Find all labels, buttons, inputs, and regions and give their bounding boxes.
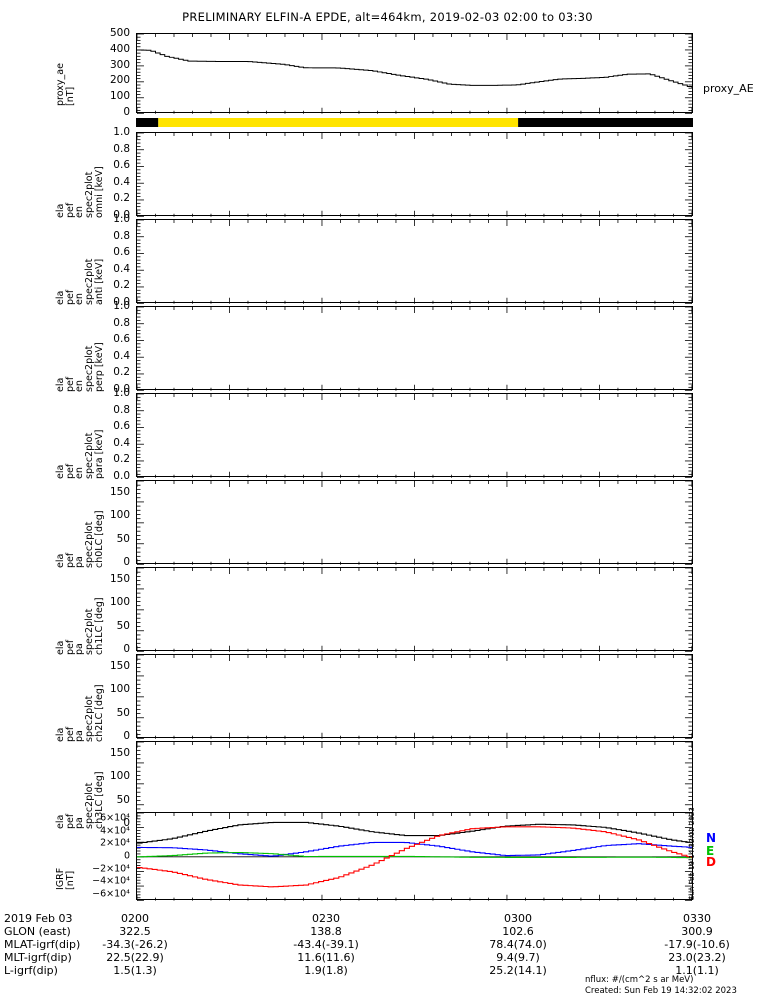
panel-epde-pa-ch2lc xyxy=(136,654,693,739)
footer-row-mlat: MLAT-igrf(dip) -34.3(-26.2) -43.4(-39.1)… xyxy=(4,938,772,951)
panel-epde-omni xyxy=(136,132,693,217)
panel-proxy-ae xyxy=(136,33,693,114)
footer-mlt-3: 23.0(23.2) xyxy=(668,951,726,964)
data-coverage-bar xyxy=(136,117,693,128)
footer-mlt-2: 9.4(9.7) xyxy=(496,951,540,964)
footer-mlt-1: 11.6(11.6) xyxy=(297,951,355,964)
footer-glon-0: 322.5 xyxy=(119,925,151,938)
axis-title-proxy-ae: proxy_ae [nT] xyxy=(55,63,76,106)
footer-ephemeris-table: 2019 Feb 03 0200 0230 0300 0330 GLON (ea… xyxy=(4,912,772,977)
axis-title-igrf: IGRF [nT] xyxy=(55,867,76,890)
proxy-ae-right-label: proxy_AE xyxy=(703,82,754,95)
footer-time-2: 0300 xyxy=(504,912,532,925)
footer-l-3: 1.1(1.1) xyxy=(675,964,719,977)
footer-time-3: 0330 xyxy=(683,912,711,925)
footer-row-l: L-igrf(dip) 1.5(1.3) 1.9(1.8) 25.2(14.1)… xyxy=(4,964,772,977)
footer-glon-2: 102.6 xyxy=(502,925,534,938)
ytick-labels-epde-pa-ch1lc: 150 100 50 0 xyxy=(109,572,130,655)
footer-mlat-2: 78.4(74.0) xyxy=(489,938,547,951)
footer-label-glon: GLON (east) xyxy=(4,925,71,938)
footer-mlat-1: -43.4(-39.1) xyxy=(293,938,359,951)
render-timestamp-vertical: Sun Feb 19 14:32:02 2023 xyxy=(688,807,696,900)
ytick-labels-epde-pa-ch3lc: 150 100 50 0 xyxy=(109,746,130,829)
footer-label-date: 2019 Feb 03 xyxy=(4,912,73,925)
footer-time-0: 0200 xyxy=(121,912,149,925)
panel-epde-perp xyxy=(136,306,693,391)
ytick-labels-proxy-ae: 500 400 300 200 100 0 xyxy=(109,26,130,118)
footer-l-1: 1.9(1.8) xyxy=(304,964,348,977)
ytick-labels-epde-omni: 1.0 0.8 0.6 0.4 0.2 0.0 xyxy=(113,125,130,221)
page-title: PRELIMINARY ELFIN-A EPDE, alt=464km, 201… xyxy=(182,10,593,24)
ytick-labels-epde-para: 1.0 0.8 0.6 0.4 0.2 0.0 xyxy=(113,386,130,482)
ytick-labels-epde-pa-ch2lc: 150 100 50 0 xyxy=(109,659,130,742)
legend-item-down: D xyxy=(706,855,716,869)
proxy-ae-trace xyxy=(137,34,692,114)
legend-item-north: N xyxy=(706,831,717,845)
footer-mlat-0: -34.3(-26.2) xyxy=(102,938,168,951)
footer-time-1: 0230 xyxy=(312,912,340,925)
footer-glon-1: 138.8 xyxy=(310,925,342,938)
footer-label-mlat: MLAT-igrf(dip) xyxy=(4,938,81,951)
credits-created: Created: Sun Feb 19 14:32:02 2023 xyxy=(585,985,737,996)
ytick-labels-epde-perp: 1.0 0.8 0.6 0.4 0.2 0.0 xyxy=(113,299,130,395)
panel-epde-pa-ch0lc xyxy=(136,480,693,565)
ytick-labels-igrf: 6×10⁴ 4×10⁴ 2×10⁴ 0 −2×10⁴ −4×10⁴ −6×10⁴ xyxy=(92,812,130,900)
footer-label-l: L-igrf(dip) xyxy=(4,964,58,977)
footer-mlat-3: -17.9(-10.6) xyxy=(664,938,730,951)
panel-epde-para xyxy=(136,393,693,478)
panel-igrf xyxy=(136,812,693,901)
igrf-traces xyxy=(137,813,692,901)
legend-item-east: E xyxy=(706,844,715,858)
ytick-labels-epde-anti: 1.0 0.8 0.6 0.4 0.2 0.0 xyxy=(113,212,130,308)
footer-row-mlt: MLT-igrf(dip) 22.5(22.9) 11.6(11.6) 9.4(… xyxy=(4,951,772,964)
ytick-labels-epde-pa-ch0lc: 150 100 50 0 xyxy=(109,485,130,568)
footer-mlt-0: 22.5(22.9) xyxy=(106,951,164,964)
footer-row-glon: GLON (east) 322.5 138.8 102.6 300.9 xyxy=(4,925,772,938)
footer-glon-3: 300.9 xyxy=(681,925,713,938)
footer-label-mlt: MLT-igrf(dip) xyxy=(4,951,72,964)
panel-epde-anti xyxy=(136,219,693,304)
credits-block: nflux: #/(cm^2 s ar MeV) Created: Sun Fe… xyxy=(585,975,737,996)
footer-l-2: 25.2(14.1) xyxy=(489,964,547,977)
panel-epde-pa-ch1lc xyxy=(136,567,693,652)
footer-row-time: 2019 Feb 03 0200 0230 0300 0330 xyxy=(4,912,772,925)
credits-nflux: nflux: #/(cm^2 s ar MeV) xyxy=(585,975,694,985)
footer-l-0: 1.5(1.3) xyxy=(113,964,157,977)
